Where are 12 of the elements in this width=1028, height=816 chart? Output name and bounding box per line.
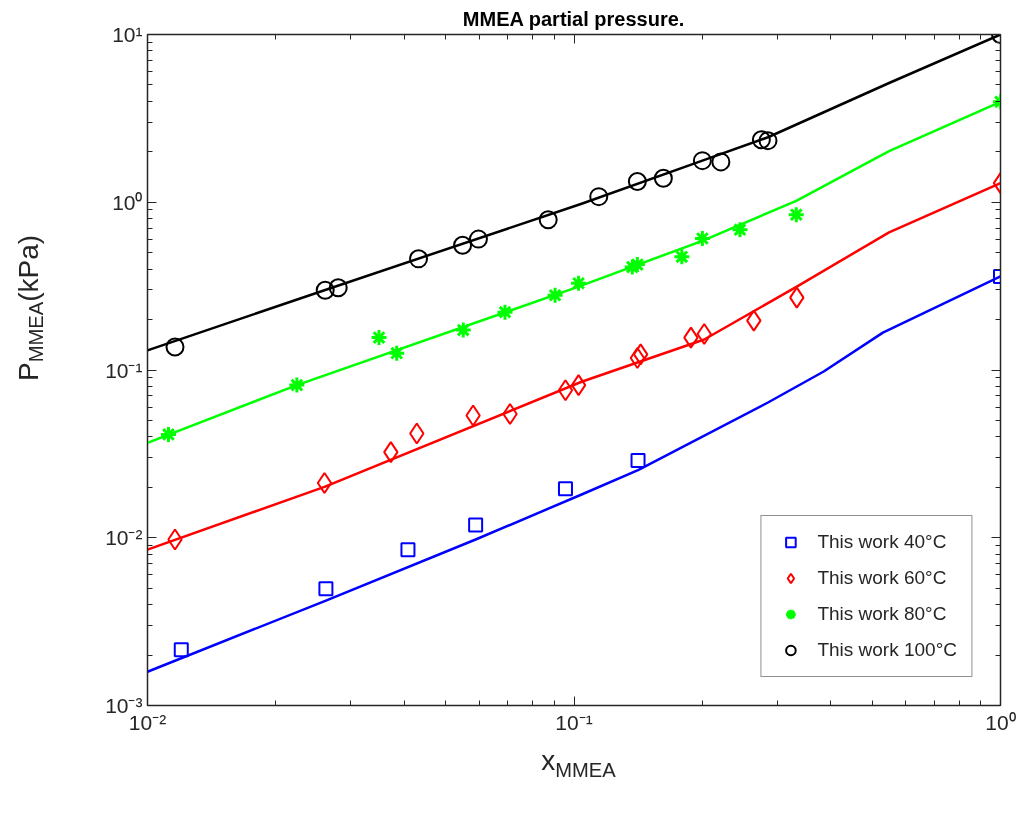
legend-label: This work 40°C [817,531,947,553]
legend-label: This work 80°C [817,603,947,625]
legend-label: This work 60°C [817,567,947,589]
y-tick-label: 10⁻² [105,526,143,550]
y-tick-label: 10⁻¹ [105,358,143,382]
x-tick-label: 10⁰ [985,710,1016,734]
y-tick-label: 10⁰ [112,190,143,214]
legend-label: This work 100°C [817,639,957,661]
x-axis-title: x$_{MMEA}$ [541,744,616,783]
y-tick-label: 10¹ [112,23,143,46]
x-tick-label: 10⁻¹ [555,710,593,734]
chart-title: MMEA partial pressure. [462,7,685,30]
